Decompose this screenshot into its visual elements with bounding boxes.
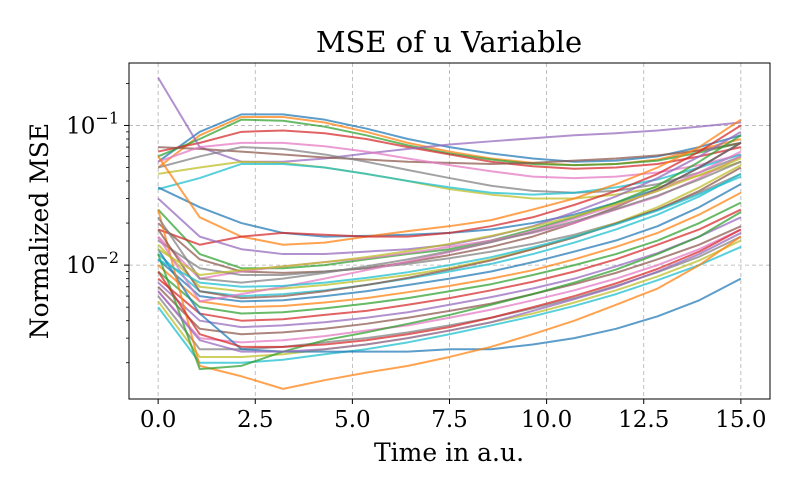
x-tick-label: 5.0 [334,407,371,433]
series-line [157,216,742,329]
series-line [157,228,742,348]
series-line [157,124,742,246]
series-line [157,153,742,196]
series-line [157,129,742,170]
series-line [157,228,742,344]
series-line [157,157,742,276]
series-line [158,141,742,165]
y-tick-label: 10−2 [66,248,119,279]
series-line [157,118,742,246]
x-tick-label: 12.5 [618,407,669,433]
x-tick-label: 7.5 [431,407,468,433]
x-tick-label: 2.5 [237,407,274,433]
x-tick-label: 0.0 [140,407,177,433]
series-line [157,160,742,200]
x-axis-label: Time in a.u. [374,438,524,467]
series-line [157,146,742,194]
series-line [157,232,742,353]
series-line [157,225,742,336]
tick-layer: 0.0 2.5 5.0 7.5 10.0 12.5 15.0 10−1 10−2 [66,83,766,433]
series-line [157,208,742,322]
x-tick-label: 10.0 [521,407,572,433]
series-line [157,160,742,284]
x-tick-label: 15.0 [715,407,766,433]
series-line [157,201,742,315]
series-line [157,113,742,163]
series-line [157,211,742,371]
series-line [157,175,742,288]
series-layer [157,77,742,390]
series-line [157,173,742,298]
series-line [157,248,742,353]
y-axis-label: Normalized MSE [25,123,54,339]
y-tick-label: 10−1 [66,108,119,139]
chart-title: MSE of u Variable [316,25,582,59]
series-line [157,191,742,309]
series-line [157,164,742,293]
series-line [157,183,742,303]
series-line [157,209,742,390]
